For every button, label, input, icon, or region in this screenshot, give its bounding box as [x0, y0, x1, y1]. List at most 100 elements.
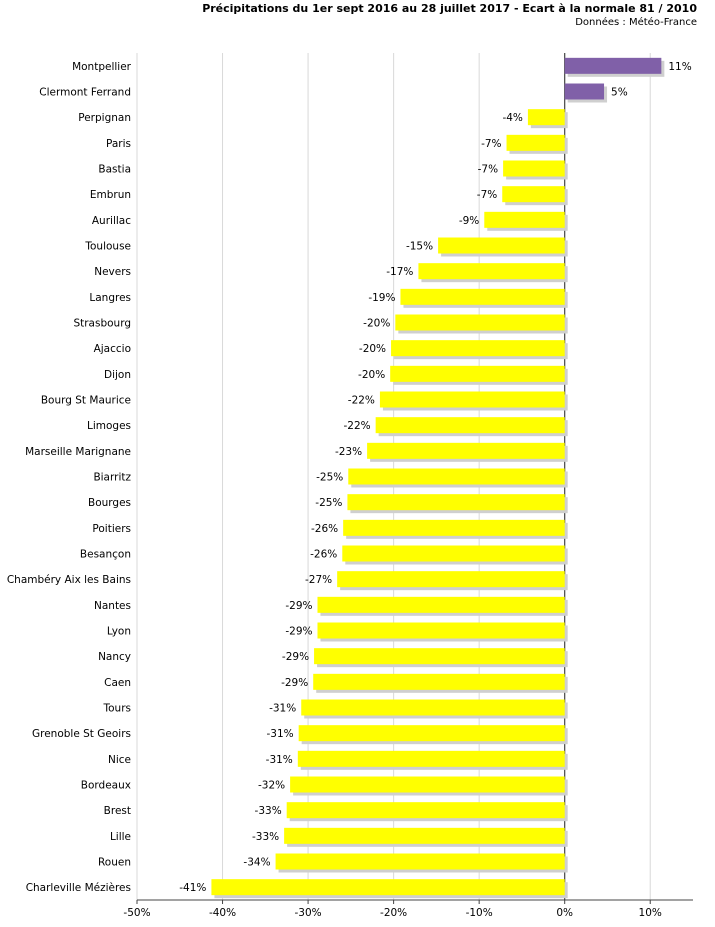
data-label: -29%: [285, 626, 312, 638]
bar: [379, 391, 565, 408]
data-label: -31%: [269, 703, 296, 715]
category-label: Lyon: [107, 626, 131, 638]
bar: [343, 519, 565, 536]
data-label: -25%: [315, 497, 342, 509]
data-label: -26%: [310, 549, 337, 561]
data-label: -32%: [258, 780, 285, 792]
category-label: Strasbourg: [73, 318, 131, 330]
category-label: Montpellier: [72, 61, 132, 73]
category-label: Bastia: [98, 164, 131, 176]
category-label: Nancy: [98, 651, 131, 663]
x-tick-label: 10%: [639, 907, 662, 919]
bar: [391, 340, 565, 357]
bar: [438, 237, 565, 254]
category-label: Nantes: [94, 600, 131, 612]
bar: [337, 571, 565, 588]
data-label: -29%: [282, 651, 309, 663]
category-label: Brest: [104, 805, 131, 817]
category-label: Dijon: [104, 369, 131, 381]
bar: [502, 186, 565, 203]
data-label: -22%: [348, 395, 375, 407]
chart-title: Précipitations du 1er sept 2016 au 28 ju…: [202, 2, 697, 15]
data-label: -7%: [481, 138, 501, 150]
data-label: -33%: [255, 805, 282, 817]
data-label: 5%: [611, 87, 628, 99]
bar: [301, 699, 565, 716]
bar: [298, 725, 565, 742]
data-label: -4%: [502, 112, 522, 124]
bar: [317, 596, 565, 613]
bar: [275, 853, 565, 870]
category-label: Chambéry Aix les Bains: [7, 574, 131, 586]
data-label: -20%: [363, 318, 390, 330]
x-tick-label: -10%: [466, 907, 493, 919]
x-tick-label: 0%: [556, 907, 573, 919]
data-label: -19%: [368, 292, 395, 304]
data-label: -26%: [311, 523, 338, 535]
category-label: Toulouse: [84, 241, 131, 253]
bar: [348, 468, 565, 485]
data-label: -31%: [267, 728, 294, 740]
data-label: -20%: [358, 369, 385, 381]
bar: [284, 827, 565, 844]
bar: [313, 673, 565, 690]
category-label: Aurillac: [92, 215, 131, 227]
bar: [390, 365, 565, 382]
data-label: -7%: [478, 164, 498, 176]
bar: [418, 263, 565, 280]
category-label: Paris: [106, 138, 131, 150]
data-label: -31%: [266, 754, 293, 766]
category-label: Charleville Mézières: [26, 882, 131, 894]
bar: [286, 802, 565, 819]
data-label: -29%: [285, 600, 312, 612]
bar: [400, 288, 565, 305]
bar: [314, 648, 565, 665]
category-label: Perpignan: [78, 112, 131, 124]
category-label: Rouen: [98, 857, 131, 869]
data-label: -20%: [359, 343, 386, 355]
category-label: Bordeaux: [81, 780, 131, 792]
category-label: Embrun: [90, 189, 131, 201]
category-label: Limoges: [87, 420, 131, 432]
bar: [342, 545, 565, 562]
bar: [506, 134, 565, 151]
category-label: Tours: [103, 703, 132, 715]
bar: [564, 57, 662, 74]
category-label: Besançon: [80, 549, 131, 561]
bar: [484, 211, 565, 228]
category-label: Nice: [108, 754, 131, 766]
bar: [564, 83, 605, 100]
data-label: 11%: [668, 61, 691, 73]
category-label: Bourges: [88, 497, 131, 509]
category-label: Marseille Marignane: [25, 446, 131, 458]
x-tick-label: -30%: [295, 907, 322, 919]
bar: [347, 494, 565, 511]
category-label: Bourg St Maurice: [41, 395, 131, 407]
data-label: -29%: [281, 677, 308, 689]
data-label: -33%: [252, 831, 279, 843]
bar: [211, 879, 565, 896]
bar: [297, 750, 565, 767]
category-label: Langres: [89, 292, 131, 304]
x-tick-label: -50%: [123, 907, 150, 919]
category-label: Lille: [110, 831, 131, 843]
data-label: -41%: [179, 882, 206, 894]
data-label: -15%: [406, 241, 433, 253]
category-label: Caen: [104, 677, 131, 689]
bar: [375, 417, 565, 434]
bar: [527, 109, 565, 126]
category-label: Ajaccio: [94, 343, 131, 355]
bar: [317, 622, 565, 639]
x-tick-label: -20%: [380, 907, 407, 919]
data-label: -25%: [316, 472, 343, 484]
category-label: Clermont Ferrand: [39, 87, 131, 99]
category-label: Grenoble St Geoirs: [32, 728, 131, 740]
bar: [503, 160, 565, 177]
data-label: -23%: [335, 446, 362, 458]
bar: [367, 442, 565, 459]
bar: [290, 776, 565, 793]
data-label: -17%: [386, 266, 413, 278]
x-tick-label: -40%: [209, 907, 236, 919]
